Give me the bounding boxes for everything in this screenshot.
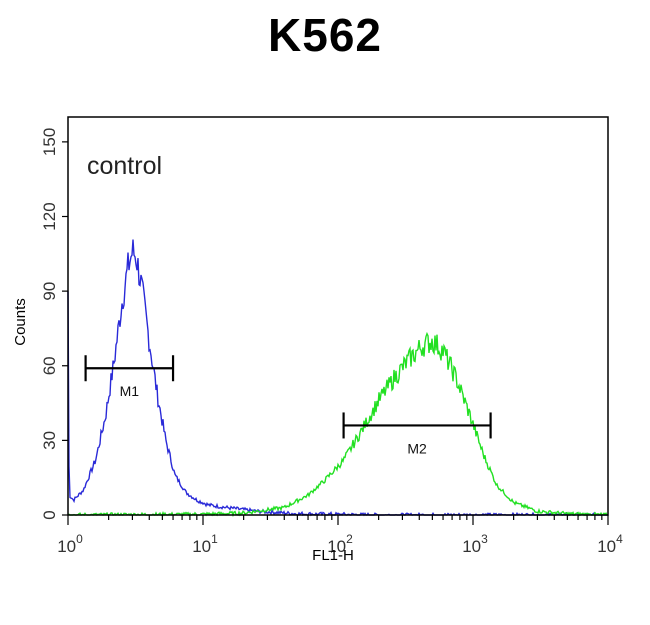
x-tick-label: 102 <box>327 532 353 556</box>
x-tick-label: 101 <box>192 532 218 556</box>
y-axis-label: Counts <box>12 298 29 346</box>
y-tick-label: 0 <box>40 510 59 519</box>
marker-m1: M1 <box>84 355 175 399</box>
y-tick-label: 60 <box>40 356 59 375</box>
y-axis: 0 30 60 90 120 150 <box>40 128 68 520</box>
marker-label-m2: M2 <box>407 440 427 456</box>
y-tick-label: 150 <box>40 128 59 156</box>
histogram-series-2 <box>67 331 609 518</box>
plot-area: M1 M2 <box>67 239 609 518</box>
y-tick-label: 30 <box>40 431 59 450</box>
x-axis: 100 101 102 103 104 <box>57 515 623 556</box>
x-tick-label: 100 <box>57 532 83 556</box>
x-axis-label: FL1-H <box>312 547 354 564</box>
x-tick-label: 103 <box>462 532 488 556</box>
y-tick-label: 120 <box>40 202 59 230</box>
control-annotation: control <box>87 152 162 180</box>
y-tick-label: 90 <box>40 282 59 301</box>
x-tick-label: 104 <box>597 532 623 556</box>
chart-title: K562 <box>268 9 382 61</box>
marker-label-m1: M1 <box>120 383 140 399</box>
histogram-series-1 <box>67 239 608 517</box>
marker-m2: M2 <box>342 412 492 456</box>
